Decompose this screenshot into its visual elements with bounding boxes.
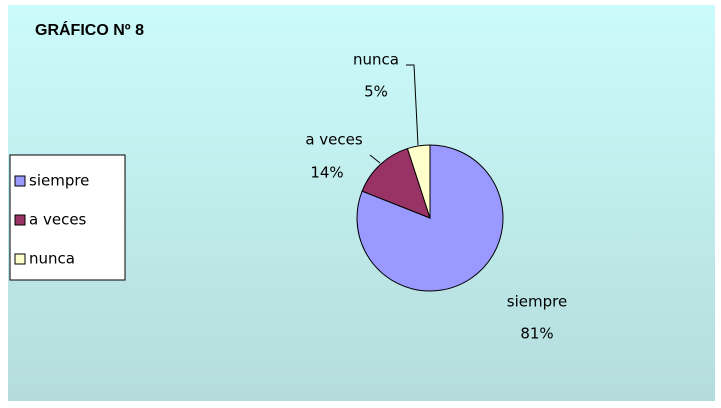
- slice-value-label: 81%: [520, 325, 553, 343]
- legend-label: nunca: [29, 250, 75, 268]
- slice-value-label: 5%: [364, 83, 388, 101]
- legend-swatch: [14, 253, 26, 265]
- leader-line: [406, 64, 419, 146]
- chart-title: GRÁFICO Nº 8: [35, 20, 144, 39]
- legend-swatch: [14, 214, 26, 226]
- leader-line: [369, 154, 381, 164]
- pie-slice: [406, 144, 431, 219]
- slice-value-label: 14%: [310, 164, 343, 182]
- legend-label: siempre: [29, 172, 89, 190]
- slice-label: siempre: [507, 293, 567, 311]
- legend-swatch: [14, 175, 26, 187]
- slice-label: nunca: [353, 51, 399, 69]
- legend: [9, 154, 126, 281]
- slice-label: a veces: [305, 131, 363, 149]
- legend-label: a veces: [29, 211, 87, 229]
- pie-slice: [356, 144, 504, 292]
